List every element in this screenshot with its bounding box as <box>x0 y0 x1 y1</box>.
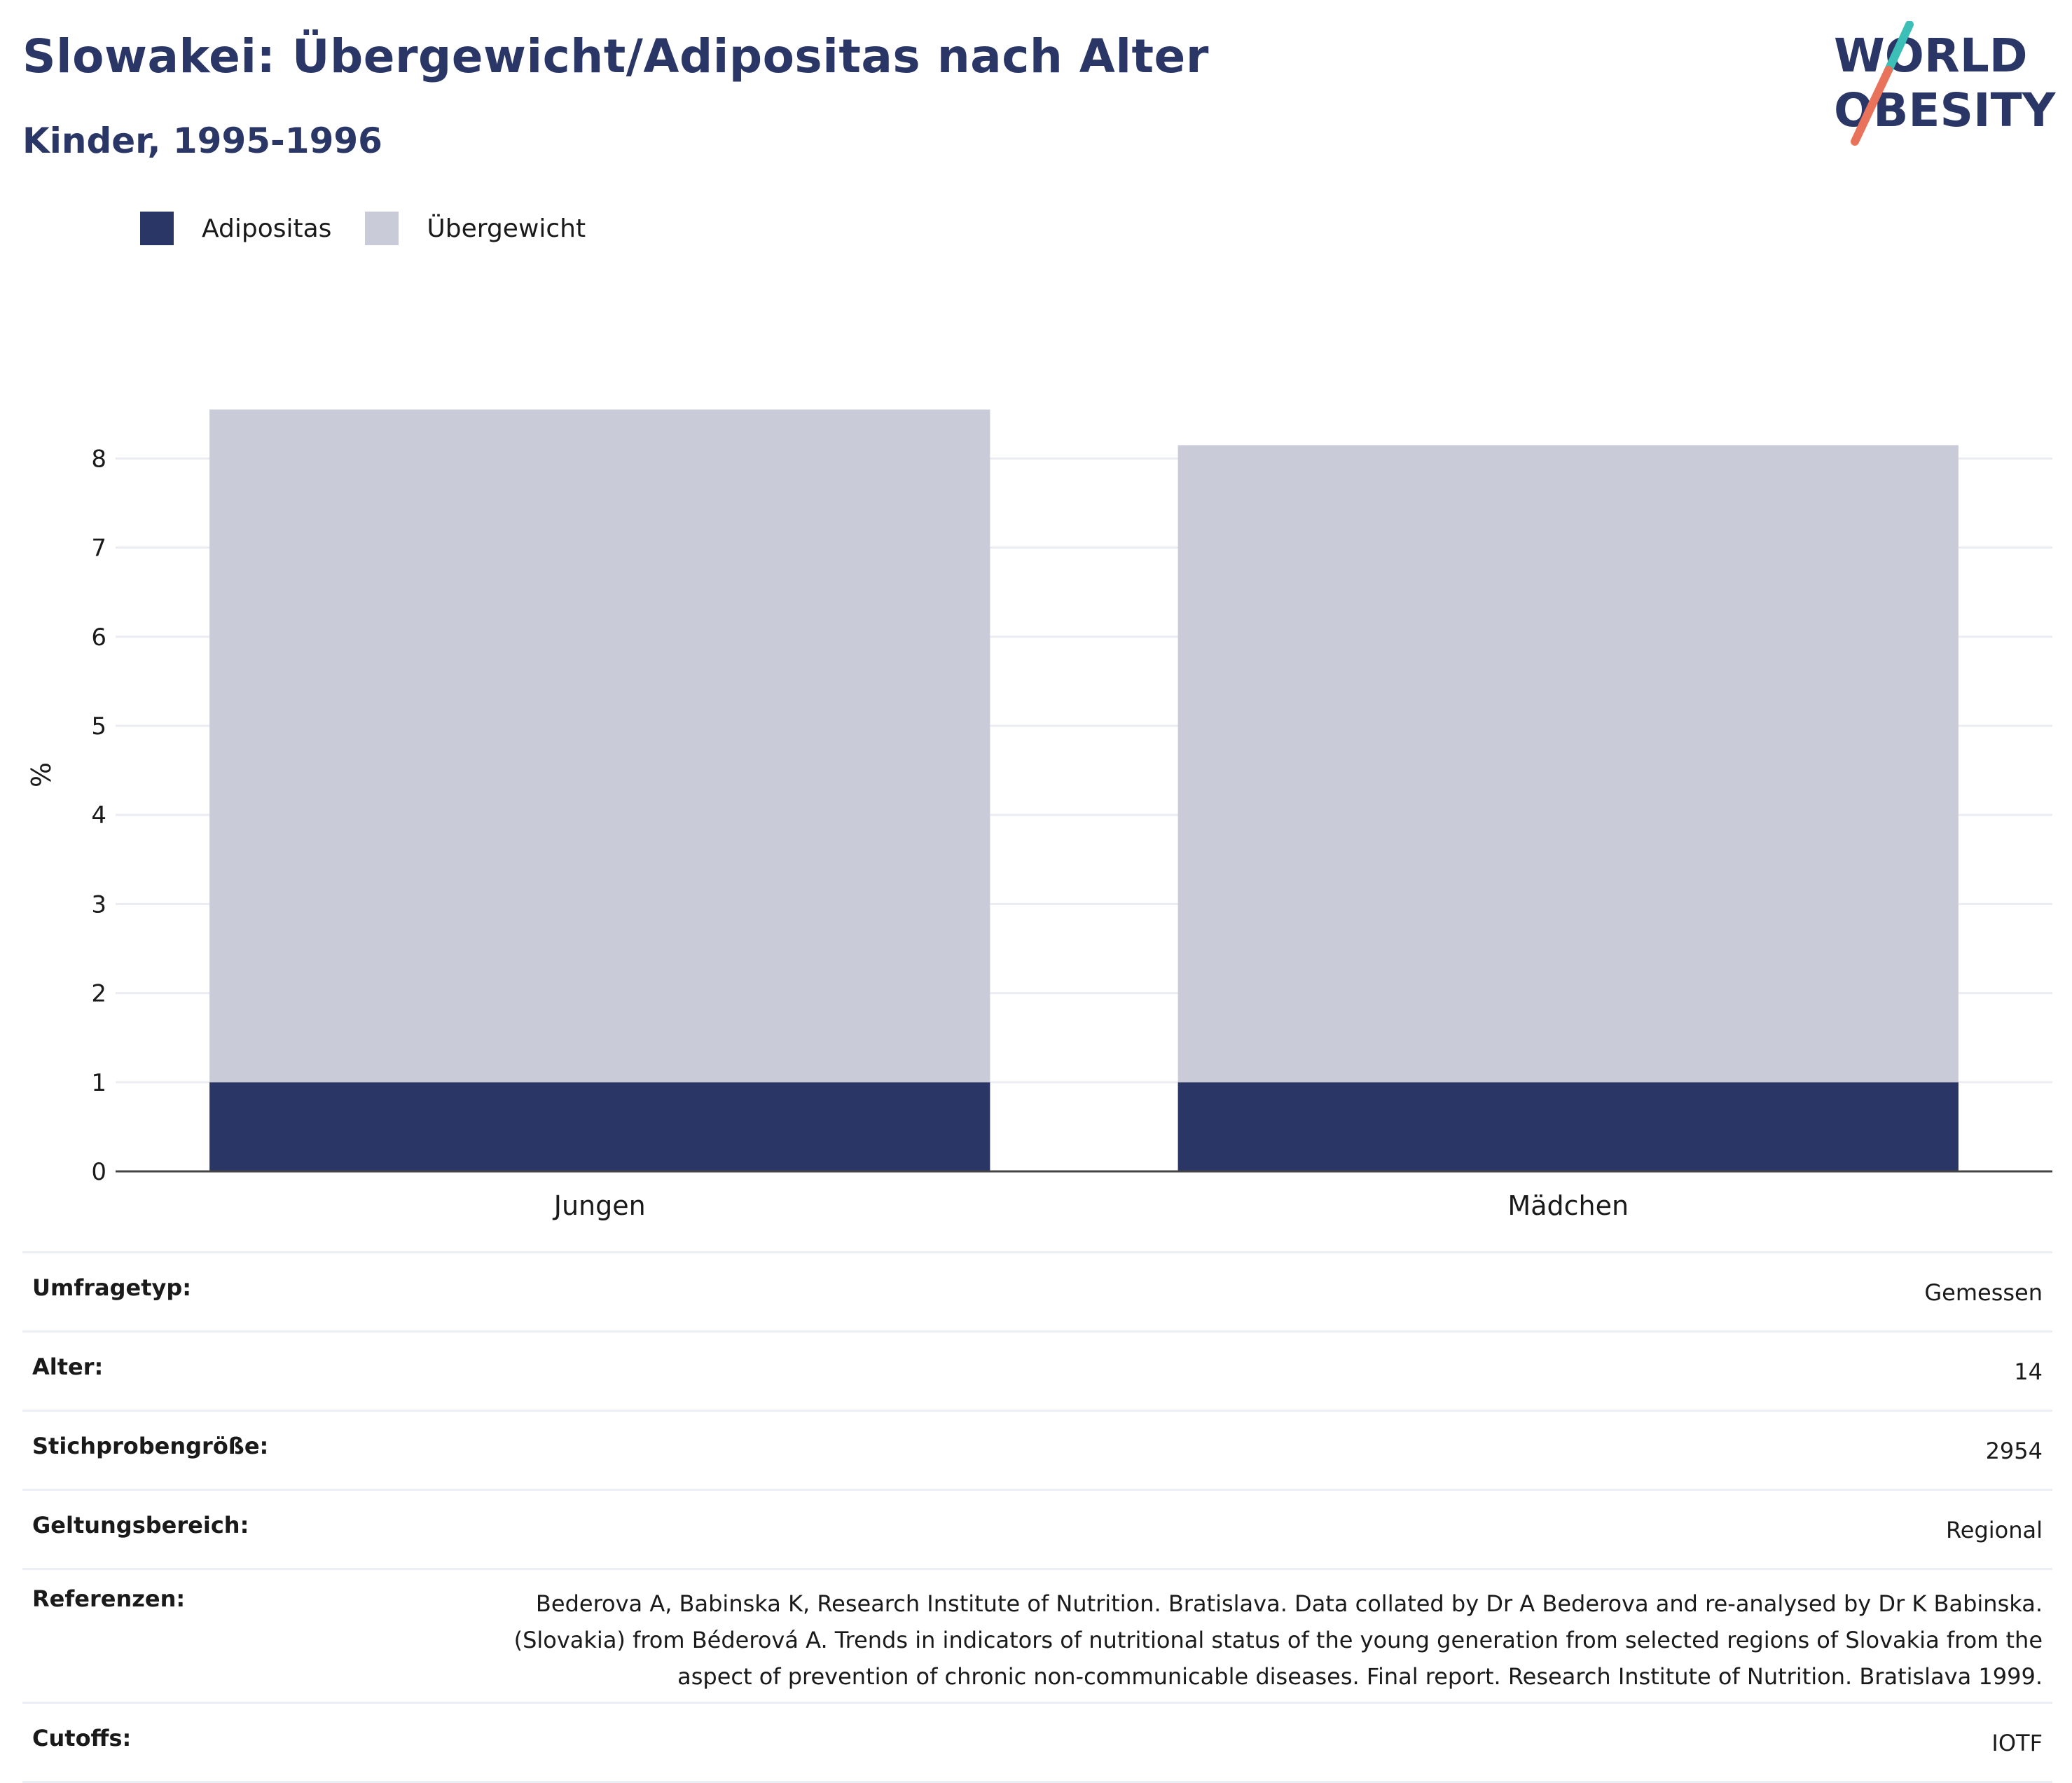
legend-item-uebergewicht[interactable]: Übergewicht <box>365 212 586 245</box>
chart-subtitle: Kinder, 1995-1996 <box>22 121 382 161</box>
info-value: Regional <box>462 1489 2052 1569</box>
info-value: Bederova A, Babinska K, Research Institu… <box>462 1568 2052 1703</box>
info-key: Geltungsbereich: <box>22 1489 462 1569</box>
info-row: Geltungsbereich: Regional <box>22 1489 2052 1569</box>
stacked-bar-chart: 0 1 2 3 4 5 6 7 8 Jungen Mädchen % <box>26 409 2052 1221</box>
y-tick-label: 8 <box>91 445 106 473</box>
info-value: 14 <box>462 1330 2052 1411</box>
legend-item-adipositas[interactable]: Adipositas <box>140 212 331 245</box>
info-key: Umfragetyp: <box>22 1251 462 1332</box>
logo-coral-slash <box>1851 66 1893 146</box>
y-tick-label: 5 <box>91 712 106 741</box>
chart-legend: Adipositas Übergewicht <box>140 207 619 249</box>
y-axis-label: % <box>26 762 57 787</box>
info-key: Referenzen: <box>22 1568 462 1703</box>
x-tick-label: Mädchen <box>1507 1190 1629 1221</box>
info-row: Umfragetyp: Gemessen <box>22 1251 2052 1332</box>
bar-uebergewicht-jungen[interactable] <box>209 409 990 1082</box>
survey-info-table: Umfragetyp: Gemessen Alter: 14 Stichprobengr… <box>22 1251 2052 1783</box>
y-tick-label: 0 <box>91 1158 106 1186</box>
info-key: Alter: <box>22 1330 462 1411</box>
y-tick-label: 7 <box>91 535 106 563</box>
legend-label-adipositas: Adipositas <box>202 214 332 243</box>
legend-swatch-uebergewicht <box>365 212 399 245</box>
world-obesity-logo: WORLD OBESITY <box>1834 21 2057 146</box>
info-row: Alter: 14 <box>22 1330 2052 1411</box>
logo-text-line1: WORLD <box>1834 29 2028 83</box>
y-axis-ticks: 0 1 2 3 4 5 6 7 8 <box>91 445 106 1186</box>
info-value: 2954 <box>462 1410 2052 1490</box>
x-tick-label: Jungen <box>553 1190 646 1221</box>
info-key: Stichprobengröße: <box>22 1410 462 1490</box>
bar-adipositas-jungen[interactable] <box>209 1082 990 1171</box>
bar-adipositas-maedchen[interactable] <box>1177 1082 1959 1171</box>
info-row: Stichprobengröße: 2954 <box>22 1410 2052 1490</box>
y-tick-label: 1 <box>91 1069 106 1097</box>
bar-uebergewicht-maedchen[interactable] <box>1177 445 1959 1082</box>
logo-teal-slash <box>1884 21 1914 74</box>
info-value: IOTF <box>462 1702 2052 1783</box>
chart-bars <box>209 409 1959 1171</box>
y-tick-label: 3 <box>91 890 106 918</box>
y-tick-label: 6 <box>91 624 106 652</box>
info-key: Cutoffs: <box>22 1702 462 1783</box>
chart-title: Slowakei: Übergewicht/Adipositas nach Al… <box>22 29 1209 83</box>
info-row: Referenzen: Bederova A, Babinska K, Resea… <box>22 1568 2052 1703</box>
legend-label-uebergewicht: Übergewicht <box>427 214 586 243</box>
x-axis-ticks: Jungen Mädchen <box>553 1190 1629 1221</box>
info-value: Gemessen <box>462 1251 2052 1332</box>
y-tick-label: 2 <box>91 980 106 1008</box>
info-row: Cutoffs: IOTF <box>22 1702 2052 1783</box>
y-tick-label: 4 <box>91 801 106 829</box>
legend-swatch-adipositas <box>140 212 174 245</box>
